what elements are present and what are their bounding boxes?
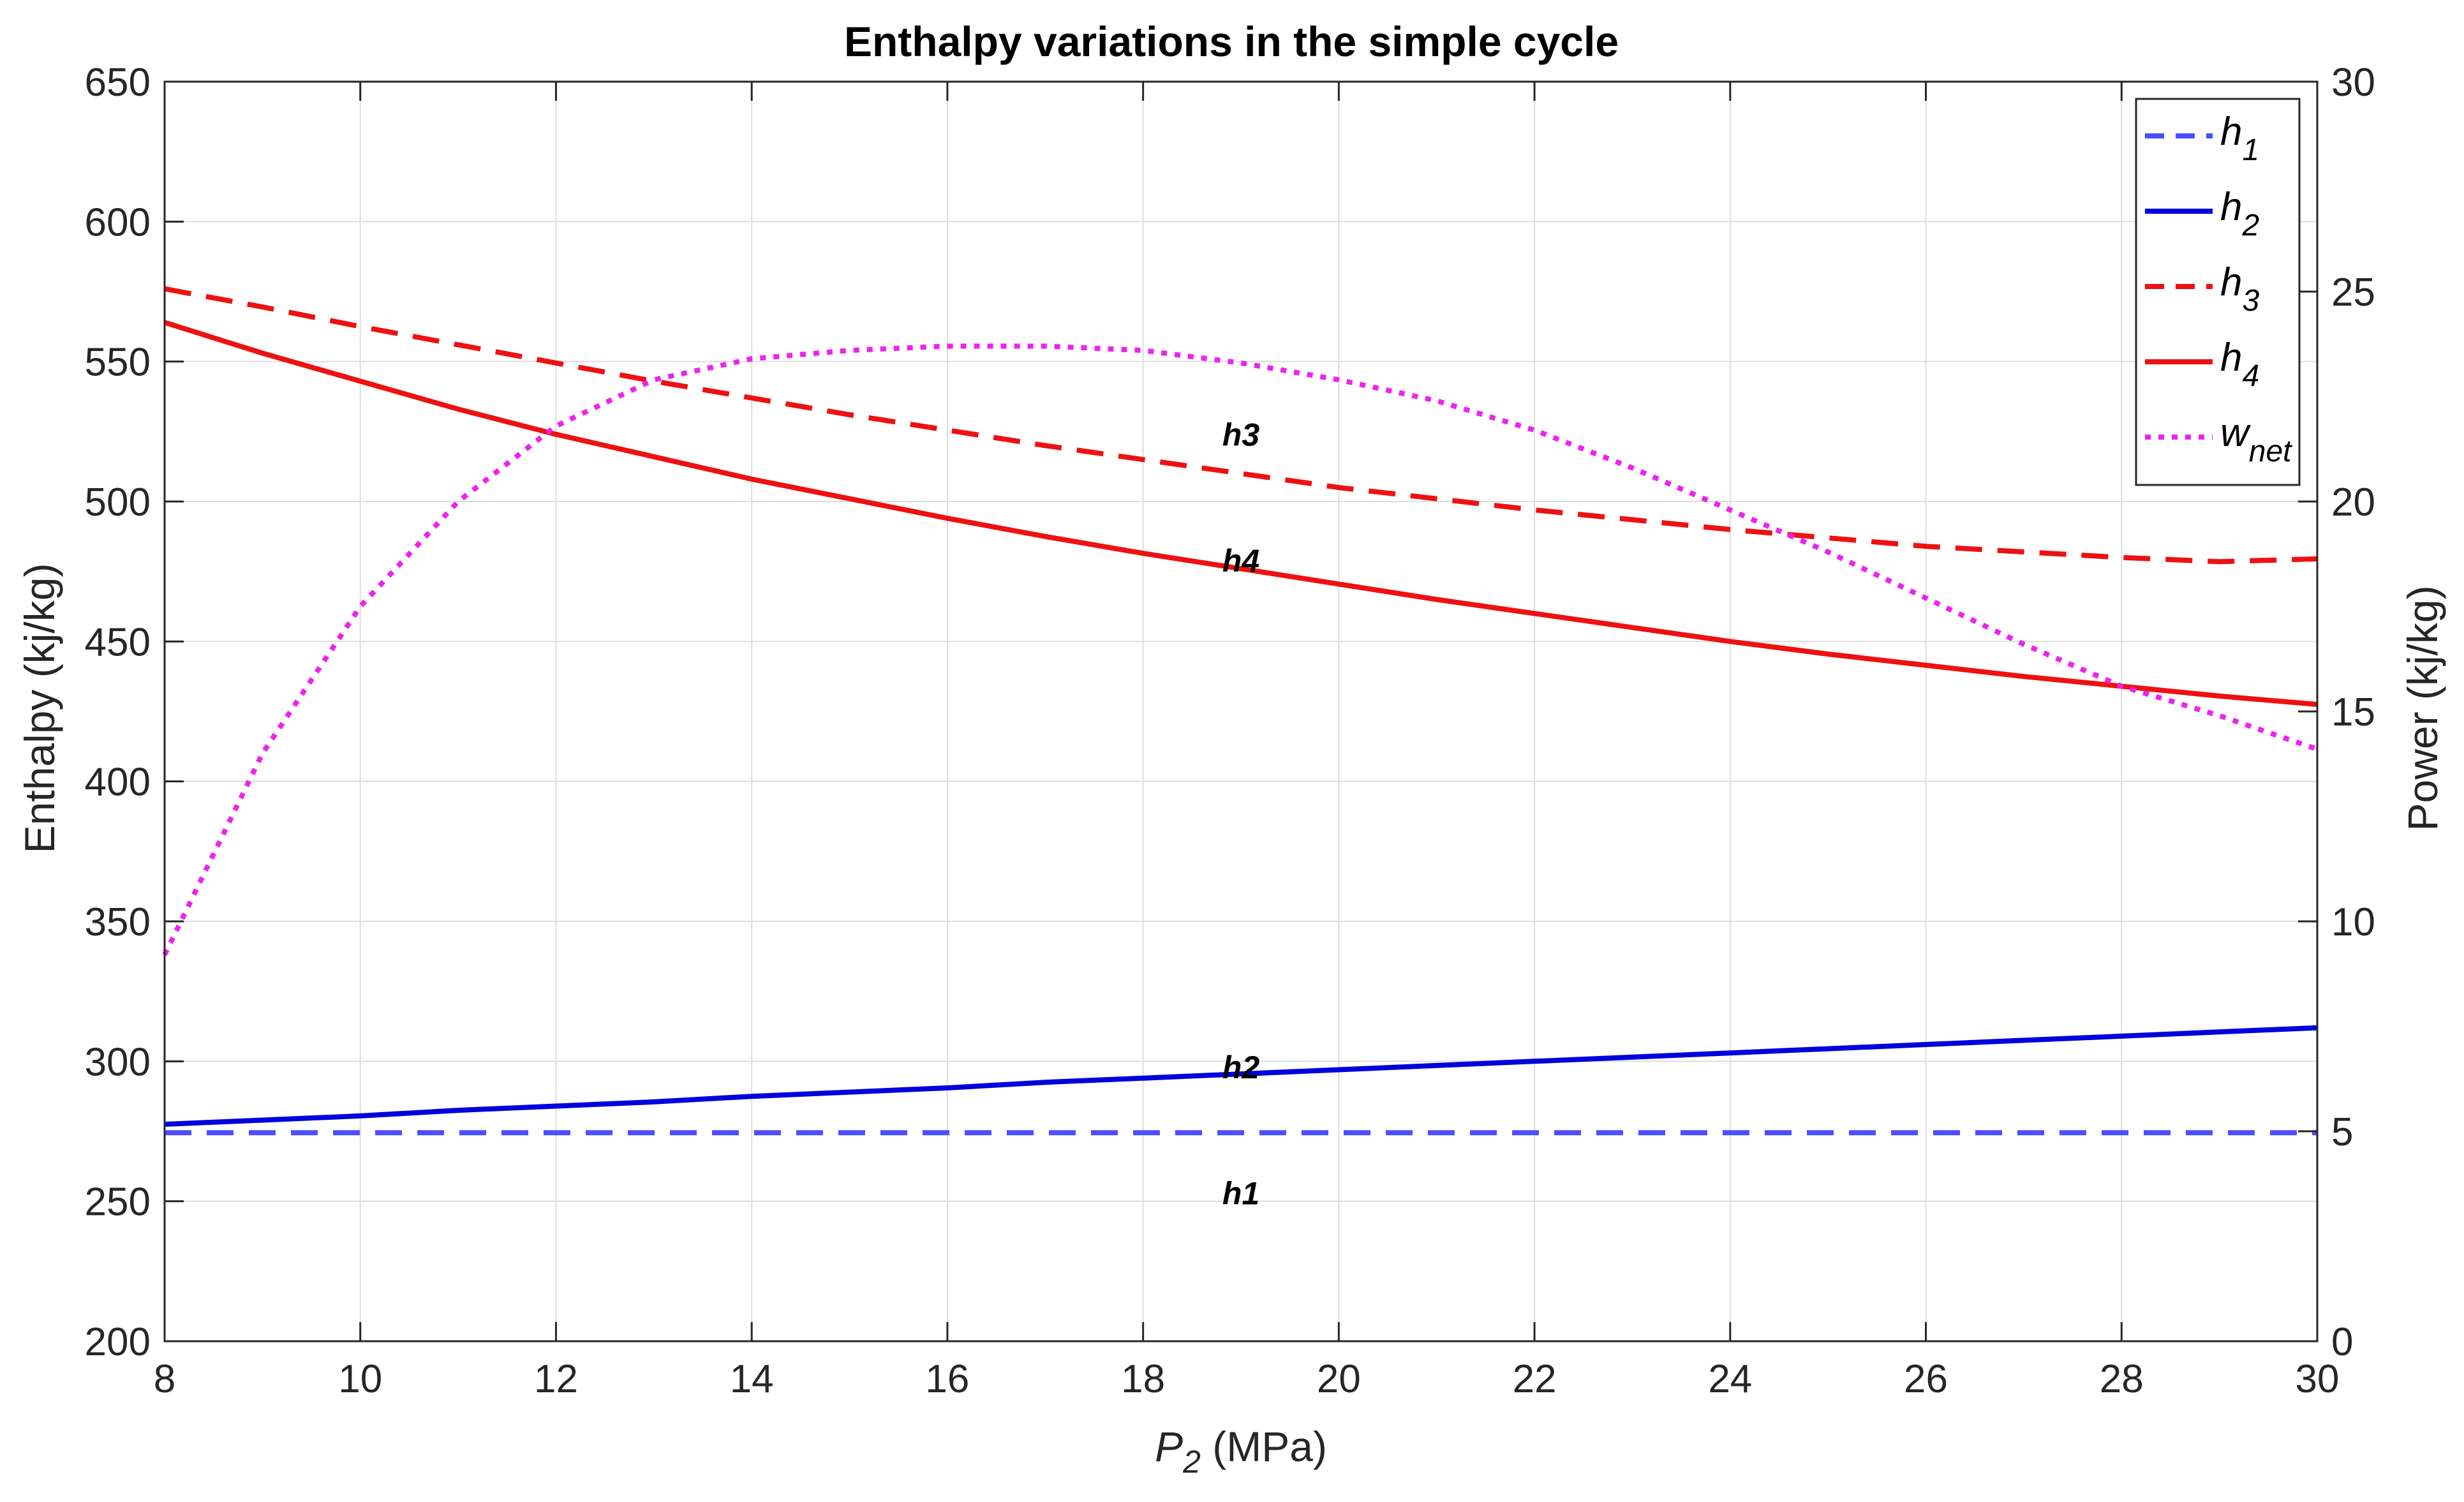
y-left-tick-label: 550: [85, 341, 151, 385]
legend-label-h4: h4: [2220, 336, 2259, 393]
legend-label-wnet: wnet: [2220, 411, 2292, 468]
x-tick-label: 24: [1708, 1357, 1752, 1401]
x-tick-label: 16: [925, 1357, 969, 1401]
y-left-tick-label: 200: [85, 1320, 151, 1364]
ticks: 8 10 12 14 16 18 20 22 24 26 28 3020025030035040045…: [85, 61, 2375, 1401]
series-line-h2: [164, 1025, 2318, 1127]
x-tick-label: 8: [154, 1357, 175, 1401]
y-right-tick-label: 0: [2331, 1320, 2353, 1364]
x-axis-label: P2 (MPa): [1155, 1423, 1327, 1480]
legend-label-h3: h3: [2220, 260, 2259, 318]
y-left-tick-label: 400: [85, 761, 151, 805]
curve-label-h4: h4: [1222, 543, 1259, 579]
y-right-tick-label: 30: [2331, 61, 2375, 105]
legend-label-main: h: [2220, 336, 2242, 380]
y-right-tick-label: 10: [2331, 900, 2375, 944]
y-right-tick-label: 5: [2331, 1110, 2353, 1154]
legend-label-main: w: [2220, 411, 2252, 455]
legend-label-main: h: [2220, 110, 2242, 154]
series-layer: [162, 286, 2319, 1136]
annotation-layer: h1 h2 h3 h4: [1222, 417, 1260, 1212]
x-axis-label-unit: (MPa): [1201, 1423, 1327, 1470]
legend-label-h1: h1: [2220, 110, 2259, 167]
curve-label-h1: h1: [1222, 1176, 1259, 1212]
x-tick-label: 14: [730, 1357, 774, 1401]
y-left-tick-label: 600: [85, 200, 151, 244]
legend-label-main: h: [2220, 260, 2242, 304]
legend-label-main: h: [2220, 185, 2242, 229]
y-left-tick-label: 650: [85, 61, 151, 105]
x-tick-label: 20: [1317, 1357, 1361, 1401]
x-tick-label: 30: [2296, 1357, 2340, 1401]
x-axis-label-main: P: [1155, 1423, 1183, 1470]
x-tick-label: 28: [2100, 1357, 2144, 1401]
legend-label-h2: h2: [2220, 185, 2259, 242]
y-left-tick-label: 500: [85, 480, 151, 524]
y-right-tick-label: 25: [2331, 271, 2375, 315]
curve-label-h3: h3: [1222, 417, 1260, 453]
legend-label-sub: 2: [2241, 209, 2259, 242]
x-tick-label: 22: [1513, 1357, 1557, 1401]
curve-label-h2: h2: [1222, 1050, 1260, 1085]
y-right-tick-label: 20: [2331, 480, 2375, 524]
x-tick-label: 12: [534, 1357, 578, 1401]
y-left-tick-label: 450: [85, 620, 151, 664]
legend-label-sub: 1: [2242, 133, 2259, 167]
y-right-tick-label: 15: [2331, 690, 2375, 734]
y-axis-left-label: Enthalpy (kj/kg): [16, 563, 63, 854]
chart-title: Enthalpy variations in the simple cycle: [844, 18, 1619, 65]
y-left-tick-label: 350: [85, 900, 151, 944]
series-line-h3: [164, 286, 2318, 565]
series-line-h4: [163, 320, 2318, 707]
legend-label-sub: net: [2249, 435, 2292, 468]
x-tick-label: 26: [1904, 1357, 1948, 1401]
y-left-tick-label: 250: [85, 1180, 151, 1224]
legend-label-sub: 4: [2242, 359, 2259, 393]
x-axis-label-sub: 2: [1182, 1444, 1201, 1480]
legend-box: [2135, 98, 2301, 486]
x-tick-label: 18: [1121, 1357, 1165, 1401]
legend-label-sub: 3: [2242, 284, 2259, 318]
x-tick-label: 10: [338, 1357, 382, 1401]
y-left-tick-label: 300: [85, 1040, 151, 1084]
y-axis-right-label: Power (kj/kg): [2399, 585, 2446, 831]
